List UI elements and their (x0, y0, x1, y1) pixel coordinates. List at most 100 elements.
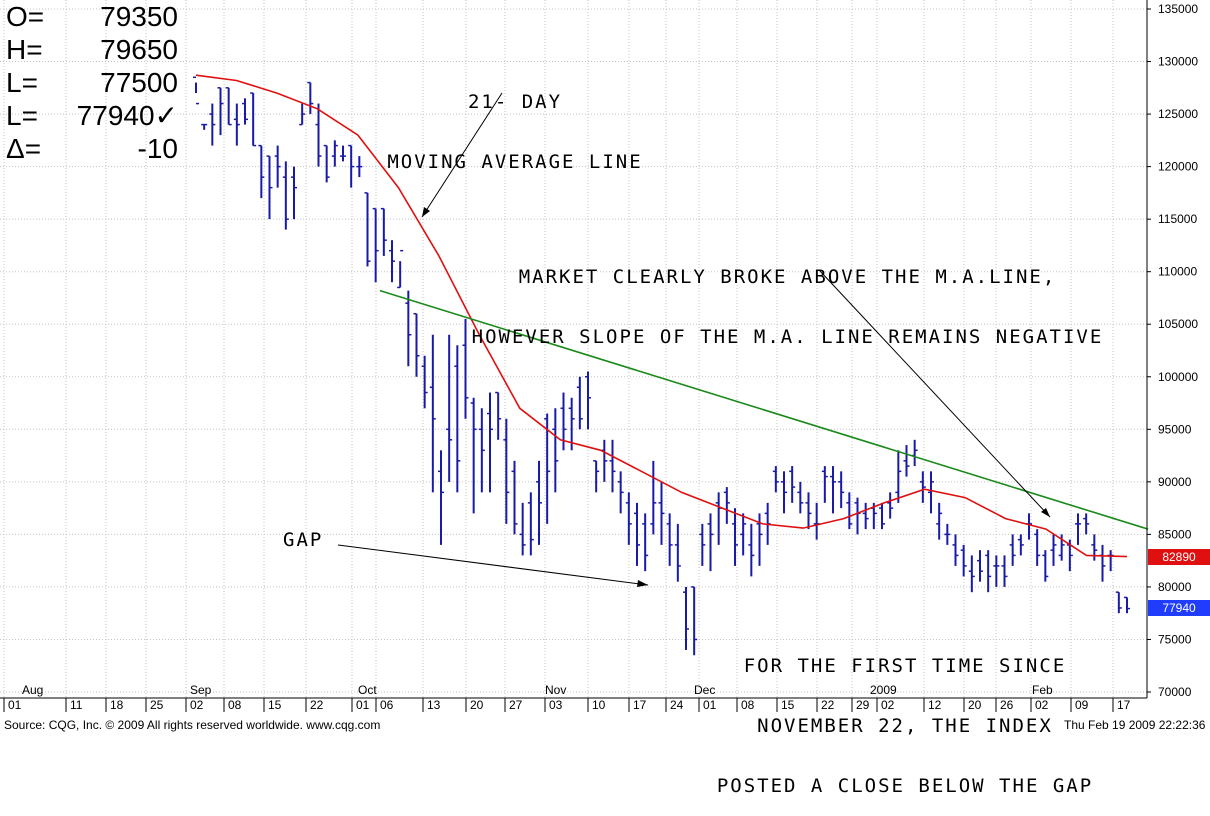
y-tick-label: 115000 (1158, 212, 1197, 226)
price-bar (830, 466, 836, 514)
price-bar (642, 513, 649, 572)
price-bar (723, 487, 730, 524)
price-bar (568, 397, 575, 451)
x-day-label: 02 (1035, 698, 1049, 712)
price-bar (699, 523, 706, 566)
x-day-label: 02 (190, 698, 204, 712)
y-tick-label: 85000 (1158, 527, 1192, 541)
price-bar (242, 98, 248, 125)
price-bar (225, 87, 232, 126)
x-axis: Aug Sep Oct Nov Dec 2009 Feb 01 11 18 25 02 08 15 22 0… (0, 683, 1147, 712)
price-bar (201, 123, 208, 130)
source-credit: Source: CQG, Inc. © 2009 All rights rese… (4, 718, 381, 732)
x-day-label: 09 (1075, 698, 1089, 712)
price-bar (217, 87, 224, 136)
price-bar (291, 166, 297, 220)
y-tick-label: 95000 (1158, 422, 1192, 436)
x-day-label: 15 (781, 698, 795, 712)
x-day-label: 02 (881, 698, 895, 712)
x-day-label: 01 (703, 698, 717, 712)
price-bar (740, 513, 747, 556)
price-bar (821, 466, 828, 503)
price-bar (666, 513, 673, 566)
market-arrow (819, 270, 1051, 518)
y-tick-label: 130000 (1158, 55, 1198, 69)
price-bar (397, 249, 404, 289)
price-bar (879, 502, 885, 530)
open-label: O= (6, 1, 45, 32)
price-bar (846, 492, 853, 530)
x-day-label: 08 (741, 698, 755, 712)
price-bar (193, 76, 199, 105)
price-bar (307, 81, 314, 115)
last-readout: L= 77940✓ (6, 99, 178, 132)
x-day-label: 03 (549, 698, 563, 712)
price-bar (772, 466, 779, 493)
change-value: -10 (137, 133, 178, 164)
ma-annotation: 21- DAY MOVING AVERAGE LINE (380, 52, 650, 192)
x-axis-month-labels: Aug Sep Oct Nov Dec 2009 Feb (22, 683, 1053, 697)
last-label: L= (6, 100, 38, 131)
price-bar (364, 192, 371, 267)
y-tick-label: 135000 (1158, 2, 1198, 16)
x-day-label: 15 (268, 698, 282, 712)
horizontal-gridlines (0, 8, 1147, 693)
x-day-label: 17 (633, 698, 647, 712)
gap-annotation: GAP (283, 529, 324, 551)
price-bar (977, 550, 983, 582)
price-bar (1075, 513, 1081, 545)
price-bar (797, 481, 804, 514)
price-bar (299, 103, 306, 126)
x-month-label: Dec (694, 683, 715, 697)
x-month-label: Sep (190, 683, 212, 697)
price-bar (928, 471, 934, 514)
price-bar (405, 290, 412, 367)
x-month-label: Oct (358, 683, 377, 697)
price-bar (805, 492, 812, 530)
change-label: Δ= (6, 133, 42, 164)
price-bar (340, 145, 346, 162)
gap-arrow-head (637, 580, 648, 587)
y-tick-label: 125000 (1158, 107, 1198, 121)
x-day-label: 20 (968, 698, 982, 712)
x-day-label: 13 (427, 698, 441, 712)
market-annotation-line2: HOWEVER SLOPE OF THE M.A. LINE REMAINS N… (471, 326, 1104, 348)
price-bar (544, 413, 551, 524)
price-bar (454, 345, 461, 493)
price-bar (609, 439, 616, 493)
first-time-annotation: FOR THE FIRST TIME SINCE NOVEMBER 22, TH… (705, 616, 1105, 816)
price-bar (552, 408, 559, 493)
y-axis: 70000 75000 80000 85000 90000 95000 100000 1050… (1146, 0, 1198, 699)
last-price-tag: 77940 (1148, 600, 1210, 616)
price-bar (356, 156, 363, 178)
price-bar (691, 586, 698, 656)
x-day-label: 26 (1000, 698, 1014, 712)
price-bar (315, 103, 322, 167)
chart-background (0, 0, 1210, 735)
y-tick-label: 110000 (1158, 265, 1197, 279)
price-bar (781, 471, 787, 514)
price-bar (1001, 555, 1008, 587)
first-time-line3: POSTED A CLOSE BELOW THE GAP (716, 775, 1094, 797)
price-bar (936, 502, 943, 540)
open-value: 79350 (100, 1, 178, 32)
price-bar (658, 481, 665, 545)
price-bar (527, 492, 534, 556)
price-bar (446, 334, 453, 482)
price-bar (1124, 596, 1130, 614)
ma-price-tag: 82890 (1148, 549, 1210, 565)
price-bar (511, 460, 518, 535)
price-bar (495, 391, 502, 440)
resistance-trendline (379, 289, 1149, 530)
price-bar (732, 508, 738, 566)
high-readout: H= 79650 (6, 33, 178, 66)
high-label: H= (6, 34, 43, 65)
price-bar (1017, 534, 1024, 556)
price-bar (985, 550, 992, 593)
price-bar (993, 555, 1000, 587)
gap-arrow (337, 544, 649, 586)
market-annotation-line1: MARKET CLEARLY BROKE ABOVE THE M.A.LINE, (518, 266, 1057, 288)
price-bar (585, 371, 591, 430)
x-day-label: 10 (592, 698, 606, 712)
low-label: L= (6, 67, 38, 98)
